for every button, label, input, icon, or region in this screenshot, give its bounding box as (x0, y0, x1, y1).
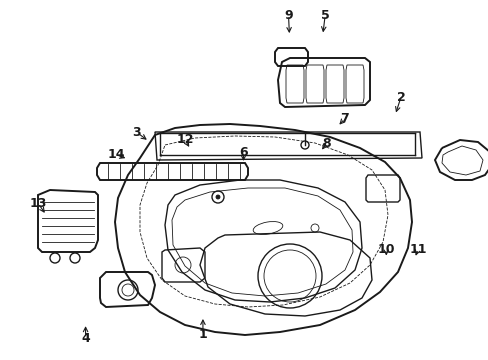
Text: 1: 1 (198, 328, 207, 341)
Text: 13: 13 (29, 197, 47, 210)
Text: 14: 14 (107, 148, 125, 161)
Text: 8: 8 (322, 137, 330, 150)
Text: 6: 6 (239, 147, 247, 159)
Text: 10: 10 (377, 243, 394, 256)
Circle shape (216, 195, 220, 199)
Text: 12: 12 (176, 133, 193, 146)
Text: 2: 2 (396, 91, 405, 104)
Text: 7: 7 (340, 112, 348, 125)
Text: 3: 3 (132, 126, 141, 139)
Text: 5: 5 (320, 9, 329, 22)
Text: 11: 11 (408, 243, 426, 256)
Text: 4: 4 (81, 332, 90, 345)
Text: 9: 9 (284, 9, 292, 22)
